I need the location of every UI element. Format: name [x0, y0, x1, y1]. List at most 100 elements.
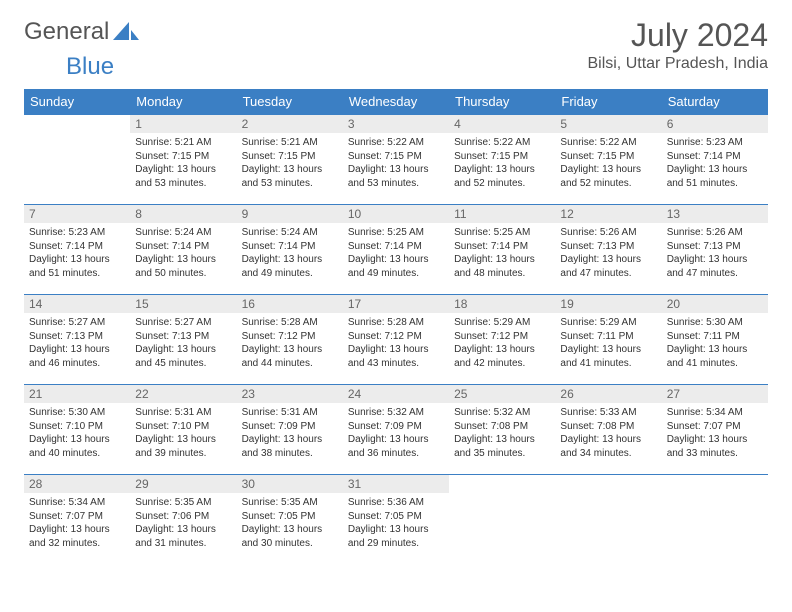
calendar-week-row: 14Sunrise: 5:27 AMSunset: 7:13 PMDayligh…	[24, 295, 768, 385]
sunrise-text: Sunrise: 5:34 AM	[667, 406, 763, 420]
day-details: Sunrise: 5:31 AMSunset: 7:09 PMDaylight:…	[237, 403, 343, 465]
daylight-text: Daylight: 13 hours and 52 minutes.	[560, 163, 656, 190]
daylight-text: Daylight: 13 hours and 34 minutes.	[560, 433, 656, 460]
sunrise-text: Sunrise: 5:26 AM	[560, 226, 656, 240]
sunrise-text: Sunrise: 5:31 AM	[135, 406, 231, 420]
day-details: Sunrise: 5:29 AMSunset: 7:11 PMDaylight:…	[555, 313, 661, 375]
daylight-text: Daylight: 13 hours and 50 minutes.	[135, 253, 231, 280]
day-number: 13	[662, 205, 768, 223]
calendar-day-cell: 4Sunrise: 5:22 AMSunset: 7:15 PMDaylight…	[449, 115, 555, 205]
day-details: Sunrise: 5:23 AMSunset: 7:14 PMDaylight:…	[24, 223, 130, 285]
day-number: 14	[24, 295, 130, 313]
calendar-table: SundayMondayTuesdayWednesdayThursdayFrid…	[24, 89, 768, 565]
sunrise-text: Sunrise: 5:32 AM	[348, 406, 444, 420]
sunrise-text: Sunrise: 5:30 AM	[29, 406, 125, 420]
sunrise-text: Sunrise: 5:24 AM	[242, 226, 338, 240]
day-details: Sunrise: 5:35 AMSunset: 7:05 PMDaylight:…	[237, 493, 343, 555]
brand-part2-wrap: Blue	[24, 53, 768, 81]
sail-icon	[113, 22, 139, 42]
sunrise-text: Sunrise: 5:34 AM	[29, 496, 125, 510]
calendar-day-cell: 3Sunrise: 5:22 AMSunset: 7:15 PMDaylight…	[343, 115, 449, 205]
day-number: 31	[343, 475, 449, 493]
sunrise-text: Sunrise: 5:22 AM	[348, 136, 444, 150]
day-number: 15	[130, 295, 236, 313]
day-number: 12	[555, 205, 661, 223]
sunset-text: Sunset: 7:15 PM	[135, 150, 231, 164]
weekday-header: Monday	[130, 89, 236, 115]
calendar-body: 1Sunrise: 5:21 AMSunset: 7:15 PMDaylight…	[24, 115, 768, 565]
calendar-week-row: 28Sunrise: 5:34 AMSunset: 7:07 PMDayligh…	[24, 475, 768, 565]
sunrise-text: Sunrise: 5:21 AM	[242, 136, 338, 150]
sunset-text: Sunset: 7:12 PM	[454, 330, 550, 344]
sunrise-text: Sunrise: 5:30 AM	[667, 316, 763, 330]
calendar-day-cell: 22Sunrise: 5:31 AMSunset: 7:10 PMDayligh…	[130, 385, 236, 475]
calendar-day-cell: 30Sunrise: 5:35 AMSunset: 7:05 PMDayligh…	[237, 475, 343, 565]
daylight-text: Daylight: 13 hours and 45 minutes.	[135, 343, 231, 370]
sunset-text: Sunset: 7:08 PM	[454, 420, 550, 434]
sunrise-text: Sunrise: 5:25 AM	[348, 226, 444, 240]
sunrise-text: Sunrise: 5:22 AM	[454, 136, 550, 150]
daylight-text: Daylight: 13 hours and 31 minutes.	[135, 523, 231, 550]
day-details: Sunrise: 5:27 AMSunset: 7:13 PMDaylight:…	[130, 313, 236, 375]
day-number: 1	[130, 115, 236, 133]
sunset-text: Sunset: 7:07 PM	[667, 420, 763, 434]
calendar-day-cell: 21Sunrise: 5:30 AMSunset: 7:10 PMDayligh…	[24, 385, 130, 475]
sunrise-text: Sunrise: 5:31 AM	[242, 406, 338, 420]
sunset-text: Sunset: 7:13 PM	[135, 330, 231, 344]
calendar-day-cell: 7Sunrise: 5:23 AMSunset: 7:14 PMDaylight…	[24, 205, 130, 295]
sunset-text: Sunset: 7:13 PM	[29, 330, 125, 344]
sunrise-text: Sunrise: 5:36 AM	[348, 496, 444, 510]
calendar-day-cell: 13Sunrise: 5:26 AMSunset: 7:13 PMDayligh…	[662, 205, 768, 295]
sunset-text: Sunset: 7:13 PM	[560, 240, 656, 254]
sunrise-text: Sunrise: 5:21 AM	[135, 136, 231, 150]
calendar-day-cell: 20Sunrise: 5:30 AMSunset: 7:11 PMDayligh…	[662, 295, 768, 385]
sunrise-text: Sunrise: 5:35 AM	[242, 496, 338, 510]
sunrise-text: Sunrise: 5:28 AM	[348, 316, 444, 330]
sunset-text: Sunset: 7:10 PM	[29, 420, 125, 434]
sunrise-text: Sunrise: 5:24 AM	[135, 226, 231, 240]
sunrise-text: Sunrise: 5:23 AM	[667, 136, 763, 150]
sunset-text: Sunset: 7:11 PM	[667, 330, 763, 344]
calendar-day-cell: 15Sunrise: 5:27 AMSunset: 7:13 PMDayligh…	[130, 295, 236, 385]
calendar-day-cell: 16Sunrise: 5:28 AMSunset: 7:12 PMDayligh…	[237, 295, 343, 385]
day-details: Sunrise: 5:28 AMSunset: 7:12 PMDaylight:…	[343, 313, 449, 375]
sunset-text: Sunset: 7:09 PM	[242, 420, 338, 434]
day-number: 9	[237, 205, 343, 223]
calendar-day-cell: 31Sunrise: 5:36 AMSunset: 7:05 PMDayligh…	[343, 475, 449, 565]
day-details: Sunrise: 5:33 AMSunset: 7:08 PMDaylight:…	[555, 403, 661, 465]
sunrise-text: Sunrise: 5:25 AM	[454, 226, 550, 240]
day-number: 23	[237, 385, 343, 403]
calendar-day-cell: 23Sunrise: 5:31 AMSunset: 7:09 PMDayligh…	[237, 385, 343, 475]
day-number: 28	[24, 475, 130, 493]
weekday-header: Saturday	[662, 89, 768, 115]
sunset-text: Sunset: 7:15 PM	[348, 150, 444, 164]
daylight-text: Daylight: 13 hours and 49 minutes.	[242, 253, 338, 280]
day-details: Sunrise: 5:32 AMSunset: 7:09 PMDaylight:…	[343, 403, 449, 465]
brand-part2: Blue	[66, 53, 114, 80]
day-details: Sunrise: 5:36 AMSunset: 7:05 PMDaylight:…	[343, 493, 449, 555]
day-number: 18	[449, 295, 555, 313]
brand-part1: General	[24, 18, 109, 46]
day-number: 17	[343, 295, 449, 313]
sunset-text: Sunset: 7:14 PM	[29, 240, 125, 254]
daylight-text: Daylight: 13 hours and 36 minutes.	[348, 433, 444, 460]
day-number: 11	[449, 205, 555, 223]
calendar-day-cell: 12Sunrise: 5:26 AMSunset: 7:13 PMDayligh…	[555, 205, 661, 295]
calendar-day-cell: 18Sunrise: 5:29 AMSunset: 7:12 PMDayligh…	[449, 295, 555, 385]
daylight-text: Daylight: 13 hours and 44 minutes.	[242, 343, 338, 370]
day-number: 29	[130, 475, 236, 493]
calendar-day-cell: 28Sunrise: 5:34 AMSunset: 7:07 PMDayligh…	[24, 475, 130, 565]
day-details: Sunrise: 5:22 AMSunset: 7:15 PMDaylight:…	[555, 133, 661, 195]
day-number: 6	[662, 115, 768, 133]
daylight-text: Daylight: 13 hours and 43 minutes.	[348, 343, 444, 370]
sunrise-text: Sunrise: 5:26 AM	[667, 226, 763, 240]
daylight-text: Daylight: 13 hours and 51 minutes.	[667, 163, 763, 190]
day-details: Sunrise: 5:29 AMSunset: 7:12 PMDaylight:…	[449, 313, 555, 375]
daylight-text: Daylight: 13 hours and 53 minutes.	[242, 163, 338, 190]
weekday-header: Sunday	[24, 89, 130, 115]
sunset-text: Sunset: 7:14 PM	[667, 150, 763, 164]
calendar-day-cell: 8Sunrise: 5:24 AMSunset: 7:14 PMDaylight…	[130, 205, 236, 295]
sunset-text: Sunset: 7:11 PM	[560, 330, 656, 344]
day-details: Sunrise: 5:25 AMSunset: 7:14 PMDaylight:…	[449, 223, 555, 285]
day-details: Sunrise: 5:24 AMSunset: 7:14 PMDaylight:…	[237, 223, 343, 285]
